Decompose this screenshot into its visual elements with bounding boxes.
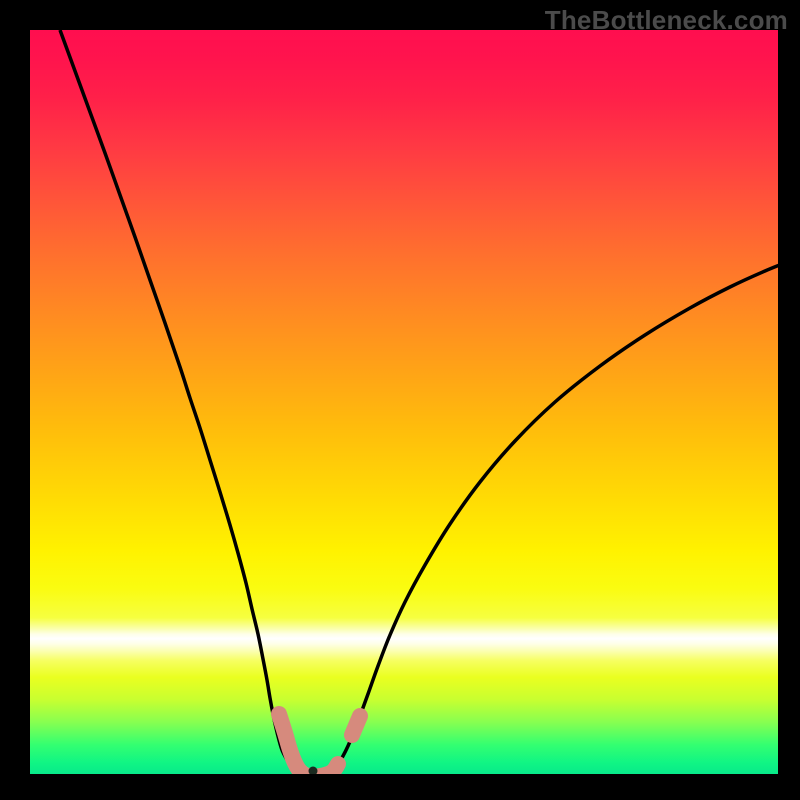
- plot-gradient-background: [30, 30, 778, 774]
- chart-svg: [0, 0, 800, 800]
- watermark-text: TheBottleneck.com: [545, 5, 788, 36]
- overlay-right-segment: [352, 716, 360, 735]
- chart-frame: TheBottleneck.com: [0, 0, 800, 800]
- plot-area: [30, 30, 800, 777]
